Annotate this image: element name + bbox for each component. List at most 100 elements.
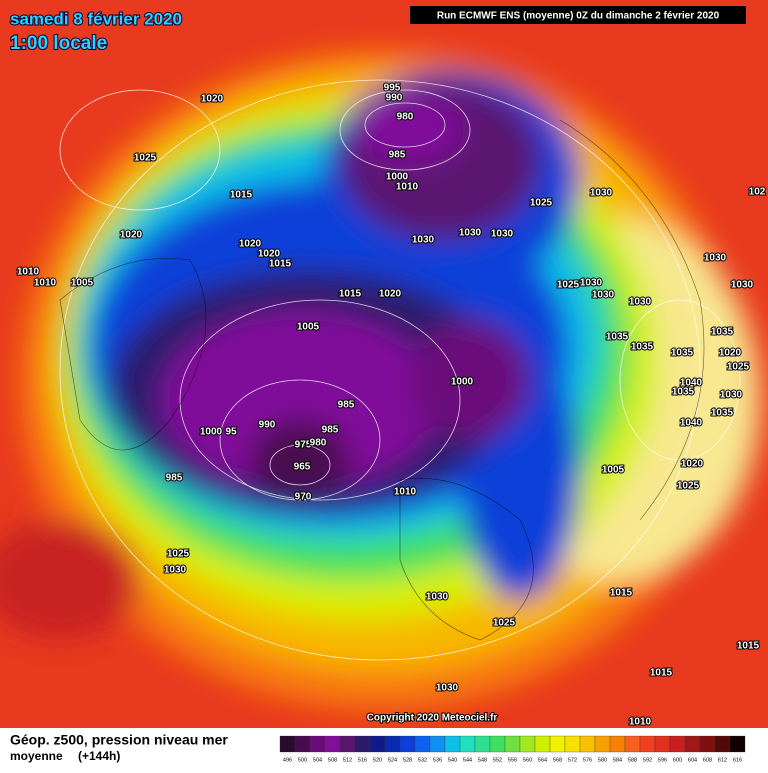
isobar-label: 1030 xyxy=(704,253,727,264)
legend-label: 528 xyxy=(403,757,412,763)
isobar-label: 1005 xyxy=(602,465,625,476)
legend-label: 584 xyxy=(613,757,622,763)
legend-swatch xyxy=(549,735,566,753)
legend-label: 516 xyxy=(358,757,367,763)
isobar-label: 1000 xyxy=(200,427,223,438)
legend-label: 544 xyxy=(463,757,472,763)
legend-swatch xyxy=(669,735,686,753)
isobar-label: 1015 xyxy=(339,289,362,300)
geopotential-field xyxy=(0,50,760,710)
legend-label: 524 xyxy=(388,757,397,763)
caption-sub: moyenne xyxy=(10,749,63,763)
isobar-label: 95 xyxy=(225,427,237,438)
isobar-label: 1025 xyxy=(530,198,553,209)
legend-label: 512 xyxy=(343,757,352,763)
isobar-label: 985 xyxy=(389,150,406,161)
isobar-label: 1030 xyxy=(592,290,615,301)
isobar-label: 1030 xyxy=(590,188,613,199)
isobar-label: 1005 xyxy=(297,322,320,333)
legend-label: 576 xyxy=(583,757,592,763)
color-legend: 496 500 504 508 512 516 520 524 528 532 536 540 544 5… xyxy=(279,735,746,763)
legend-label: 556 xyxy=(508,757,517,763)
isobars xyxy=(59,79,741,661)
isobar-label: 1030 xyxy=(491,229,514,240)
legend-label: 580 xyxy=(598,757,607,763)
legend-label: 500 xyxy=(298,757,307,763)
isobar-label: 1040 xyxy=(680,378,703,389)
isobar-label: 1025 xyxy=(167,549,190,560)
legend-swatch xyxy=(564,735,581,753)
isobar-label: 1035 xyxy=(606,332,629,343)
legend-label: 600 xyxy=(673,757,682,763)
isobar-label: 1030 xyxy=(731,280,754,291)
run-box xyxy=(410,6,746,24)
legend-swatch xyxy=(714,735,731,753)
isobar-label: 1035 xyxy=(672,387,695,398)
legend-swatch xyxy=(294,735,311,753)
isobar-label: 1015 xyxy=(610,588,633,599)
legend-label: 532 xyxy=(418,757,427,763)
isobar-label: 1015 xyxy=(650,668,673,679)
legend-label: 572 xyxy=(568,757,577,763)
legend-swatch xyxy=(414,735,431,753)
legend-swatch xyxy=(339,735,356,753)
isobar-label: 990 xyxy=(386,93,403,104)
caption-lead: (+144h) xyxy=(78,749,120,763)
legend-label: 560 xyxy=(523,757,532,763)
legend-label: 520 xyxy=(373,757,382,763)
date-title: samedi 8 février 2020 xyxy=(10,9,182,28)
legend-label: 564 xyxy=(538,757,547,763)
isobar-label: 1030 xyxy=(459,228,482,239)
isobar-label: 102 xyxy=(749,187,766,198)
isobar-label: 1035 xyxy=(711,327,734,338)
legend-swatch xyxy=(399,735,416,753)
legend-label: 608 xyxy=(703,757,712,763)
legend-label: 536 xyxy=(433,757,442,763)
isobar-label: 1025 xyxy=(677,481,700,492)
isobar-label: 985 xyxy=(322,425,339,436)
isobar-label: 1005 xyxy=(71,278,94,289)
legend-label: 548 xyxy=(478,757,487,763)
isobar-label: 1010 xyxy=(629,717,652,728)
legend-swatch xyxy=(354,735,371,753)
legend-swatch xyxy=(444,735,461,753)
isobar-label: 1000 xyxy=(386,172,409,183)
legend-swatch xyxy=(699,735,716,753)
legend-swatch xyxy=(324,735,341,753)
legend-label: 552 xyxy=(493,757,502,763)
isobar-label: 1035 xyxy=(631,342,654,353)
legend-swatch xyxy=(609,735,626,753)
isobar-label: 965 xyxy=(294,462,311,473)
isobar-label: 1035 xyxy=(711,408,734,419)
legend-label: 568 xyxy=(553,757,562,763)
copyright: Copyright 2020 Meteociel.fr xyxy=(367,713,498,724)
legend-swatch xyxy=(369,735,386,753)
isobar-label: 1025 xyxy=(493,618,516,629)
run-label: Run ECMWF ENS (moyenne) 0Z du dimanche 2… xyxy=(437,11,720,22)
isobar-label: 1015 xyxy=(230,190,253,201)
legend-swatch xyxy=(684,735,701,753)
isobar-label: 1030 xyxy=(580,278,603,289)
legend-swatch xyxy=(639,735,656,753)
isobar-label: 990 xyxy=(259,420,276,431)
isobar-label: 985 xyxy=(338,400,355,411)
isobar-label: 1030 xyxy=(629,297,652,308)
isobar-label: 970 xyxy=(295,492,312,503)
legend-swatch xyxy=(534,735,551,753)
isobar-label: 1020 xyxy=(239,239,262,250)
legend-label: 588 xyxy=(628,757,637,763)
isobar-label: 980 xyxy=(397,112,414,123)
isobar-label: 1030 xyxy=(720,390,743,401)
time-label: 1:00 locale xyxy=(10,33,107,54)
legend-label: 612 xyxy=(718,757,727,763)
isobar-label: 985 xyxy=(166,473,183,484)
isobar-label: 1015 xyxy=(737,641,760,652)
isobar-label: 1020 xyxy=(681,459,704,470)
legend-label: 496 xyxy=(283,757,292,763)
isobar-label: 1020 xyxy=(120,230,143,241)
legend-label: 508 xyxy=(328,757,337,763)
isobar-label: 1030 xyxy=(412,235,435,246)
legend-label: 540 xyxy=(448,757,457,763)
legend-swatch xyxy=(279,735,296,753)
isobar-label: 1010 xyxy=(396,182,419,193)
